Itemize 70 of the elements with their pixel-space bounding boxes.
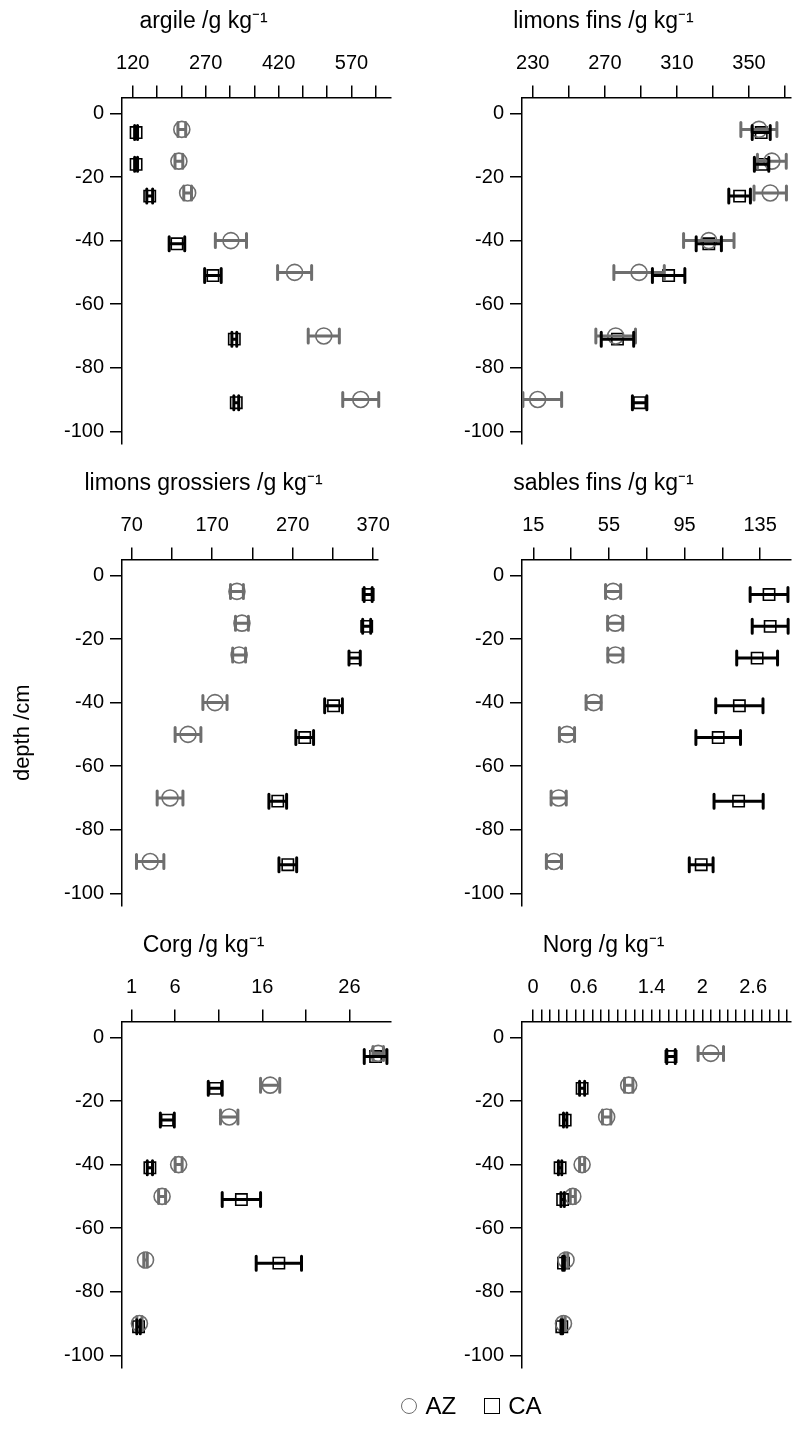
y-tick-label: -20 [75, 164, 104, 187]
y-tick-label: 0 [92, 101, 104, 124]
chart-title: Norg /g kg⁻¹ [542, 931, 665, 958]
x-tick-label: 55 [597, 513, 621, 536]
x-tick-label: 420 [261, 51, 296, 74]
x-tick-label: 95 [673, 513, 696, 536]
y-tick-label: -80 [75, 355, 104, 378]
y-tick-label: -40 [475, 228, 504, 251]
x-tick-label: 15 [522, 513, 545, 536]
x-tick-label: 270 [188, 51, 223, 74]
x-tick-label: 6 [169, 975, 181, 998]
y-tick-label: 0 [492, 101, 504, 124]
y-tick-label: -100 [463, 418, 504, 441]
y-tick-label: -80 [475, 817, 504, 840]
x-tick-label: 2 [696, 975, 708, 998]
x-tick-label: 135 [743, 513, 777, 536]
y-tick-label: -60 [75, 1215, 104, 1238]
y-tick-label: -80 [75, 817, 104, 840]
chart-title: Corg /g kg⁻¹ [142, 931, 265, 958]
y-tick-label: -60 [475, 291, 504, 314]
y-tick-label: -100 [63, 1342, 104, 1365]
x-tick-label: 16 [251, 975, 274, 998]
x-tick-label: 120 [116, 51, 150, 74]
y-tick-label: -40 [475, 1152, 504, 1175]
y-tick-label: -80 [75, 1279, 104, 1302]
chart-title: sables fins /g kg⁻¹ [513, 469, 695, 496]
y-axis-title: depth /cm [9, 684, 35, 782]
y-tick-label: -60 [475, 1215, 504, 1238]
y-tick-label: -40 [475, 690, 504, 713]
chart-title: limons grossiers /g kg⁻¹ [84, 469, 323, 496]
y-tick-label: -100 [463, 880, 504, 903]
y-tick-label: -60 [75, 291, 104, 314]
y-tick-label: -20 [75, 626, 104, 649]
y-tick-label: -60 [75, 753, 104, 776]
y-tick-label: -100 [63, 418, 104, 441]
y-tick-label: -40 [75, 1152, 104, 1175]
y-tick-label: -20 [475, 164, 504, 187]
y-tick-label: -40 [75, 690, 104, 713]
chart-title: limons fins /g kg⁻¹ [513, 7, 695, 34]
y-tick-label: -80 [475, 355, 504, 378]
x-tick-label: 230 [516, 51, 550, 74]
legend-label: CA [508, 1392, 542, 1420]
x-tick-label: 570 [334, 51, 369, 74]
x-tick-label: 0.6 [569, 975, 598, 998]
x-tick-label: 0 [527, 975, 539, 998]
x-tick-label: 350 [732, 51, 766, 74]
legend-label: AZ [425, 1392, 457, 1420]
x-tick-label: 1.4 [637, 975, 666, 998]
y-tick-label: 0 [492, 563, 504, 586]
y-tick-label: -20 [75, 1088, 104, 1111]
y-tick-label: 0 [92, 563, 104, 586]
x-tick-label: 2.6 [739, 975, 768, 998]
y-tick-label: -40 [75, 228, 104, 251]
y-tick-label: -100 [63, 880, 104, 903]
x-tick-label: 310 [660, 51, 694, 74]
y-tick-label: 0 [92, 1025, 104, 1048]
chart-title: argile /g kg⁻¹ [139, 7, 268, 34]
y-tick-label: -20 [475, 626, 504, 649]
x-tick-label: 70 [120, 513, 143, 536]
y-tick-label: -20 [475, 1088, 504, 1111]
y-tick-label: -100 [463, 1342, 504, 1365]
x-tick-label: 270 [588, 51, 622, 74]
x-tick-label: 370 [356, 513, 390, 536]
y-tick-label: -60 [475, 753, 504, 776]
y-tick-label: 0 [492, 1025, 504, 1048]
y-tick-label: -80 [475, 1279, 504, 1302]
x-tick-label: 170 [195, 513, 229, 536]
x-tick-label: 26 [338, 975, 361, 998]
x-tick-label: 270 [275, 513, 310, 536]
x-tick-label: 1 [126, 975, 138, 998]
